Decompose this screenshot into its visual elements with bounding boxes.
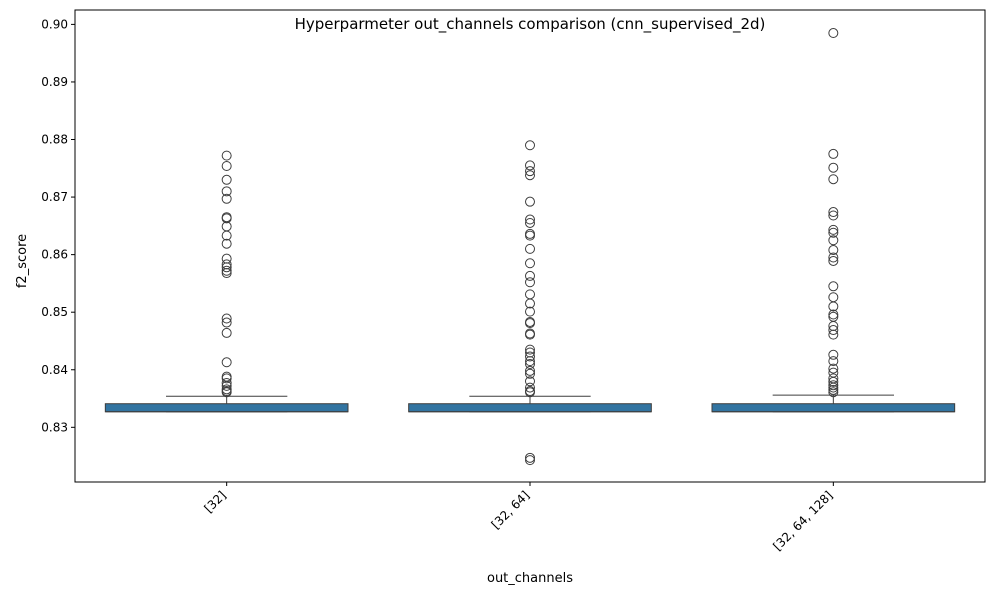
- outlier-point: [828, 174, 839, 185]
- outlier-point: [221, 150, 232, 161]
- outlier-point: [828, 301, 839, 312]
- outlier-point: [221, 186, 232, 197]
- outlier-point: [525, 160, 535, 171]
- outlier-point: [525, 306, 535, 317]
- outlier-point: [828, 162, 839, 173]
- outlier-point: [828, 207, 839, 218]
- outlier-point: [828, 363, 839, 374]
- outlier-point: [828, 235, 839, 246]
- y-tick-label: 0.87: [41, 190, 68, 204]
- outlier-point: [525, 368, 535, 379]
- outlier-point: [828, 349, 839, 360]
- y-tick-label: 0.89: [41, 75, 68, 89]
- iqr-box: [408, 403, 652, 413]
- outlier-point: [525, 140, 535, 151]
- outlier-point: [221, 317, 232, 328]
- x-tick-label: [32, 64]: [489, 488, 533, 532]
- outlier-point: [525, 230, 535, 241]
- outlier-point: [828, 227, 839, 238]
- outlier-point: [828, 380, 839, 391]
- outlier-point: [828, 281, 839, 292]
- outlier-point: [828, 255, 839, 266]
- outlier-point: [221, 387, 232, 398]
- outlier-point: [525, 166, 535, 177]
- outlier-point: [525, 359, 535, 369]
- x-tick-label: [32, 64, 128]: [770, 488, 835, 553]
- y-tick-label: 0.85: [41, 305, 68, 319]
- outlier-point: [525, 289, 535, 300]
- box-group: [104, 150, 349, 413]
- outlier-point: [525, 214, 535, 225]
- outlier-point: [221, 380, 232, 391]
- outlier-point: [221, 174, 232, 185]
- x-axis-label: out_channels: [487, 571, 573, 586]
- outlier-point: [525, 270, 535, 281]
- outlier-point: [221, 268, 232, 279]
- outlier-point: [221, 327, 232, 338]
- outlier-point: [221, 262, 232, 273]
- outlier-point: [828, 329, 839, 340]
- iqr-box: [104, 403, 349, 413]
- outlier-point: [221, 373, 232, 384]
- outlier-point: [525, 376, 535, 387]
- outlier-point: [828, 325, 839, 336]
- outlier-point: [828, 210, 839, 221]
- outlier-point: [525, 170, 535, 181]
- y-tick-label: 0.83: [41, 420, 68, 434]
- outlier-point: [828, 384, 839, 395]
- outlier-point: [525, 243, 535, 254]
- outlier-point: [525, 277, 535, 288]
- box-group: [711, 28, 956, 413]
- outlier-point: [221, 357, 232, 368]
- outlier-point: [525, 196, 535, 207]
- outlier-point: [525, 217, 535, 228]
- outlier-point: [525, 455, 535, 466]
- outlier-point: [221, 238, 232, 249]
- outlier-point: [525, 298, 535, 309]
- y-tick-label: 0.84: [41, 363, 68, 377]
- iqr-box: [711, 403, 956, 413]
- y-axis: 0.83 0.84 0.85 0.86 0.87 0.88 0.89 0.90: [41, 17, 75, 434]
- outlier-point: [828, 28, 839, 39]
- outlier-point: [525, 329, 535, 340]
- outlier-point: [525, 258, 535, 269]
- outlier-point: [828, 224, 839, 235]
- outlier-point: [828, 382, 839, 393]
- box-group: [408, 140, 652, 466]
- outlier-point: [221, 213, 232, 224]
- x-tick-label: [32]: [201, 488, 228, 515]
- outlier-point: [221, 230, 232, 241]
- outlier-point: [525, 452, 535, 463]
- y-axis-label: f2_score: [15, 234, 30, 288]
- outlier-point: [221, 265, 232, 276]
- outlier-point: [828, 387, 839, 398]
- y-tick-label: 0.88: [41, 133, 68, 147]
- outlier-point: [828, 309, 839, 320]
- outlier-point: [828, 292, 839, 303]
- boxes-layer: [104, 28, 956, 466]
- outlier-point: [828, 252, 839, 263]
- outlier-point: [828, 376, 839, 387]
- outlier-point: [525, 382, 535, 393]
- y-tick-label: 0.86: [41, 248, 68, 262]
- chart-title: Hyperparmeter out_channels comparison (c…: [295, 15, 766, 34]
- outlier-point: [525, 318, 535, 329]
- outlier-point: [828, 356, 839, 367]
- outlier-point: [828, 245, 839, 256]
- outlier-point: [221, 193, 232, 204]
- outlier-point: [525, 351, 535, 362]
- outlier-point: [525, 387, 535, 398]
- outlier-point: [221, 313, 232, 324]
- y-tick-label: 0.90: [41, 17, 68, 31]
- outlier-point: [525, 356, 535, 367]
- outlier-point: [525, 365, 535, 376]
- x-axis: [32] [32, 64] [32, 64, 128]: [201, 482, 835, 553]
- outlier-point: [828, 148, 839, 159]
- outlier-point: [828, 311, 839, 322]
- outlier-point: [525, 344, 535, 355]
- outlier-point: [221, 160, 232, 171]
